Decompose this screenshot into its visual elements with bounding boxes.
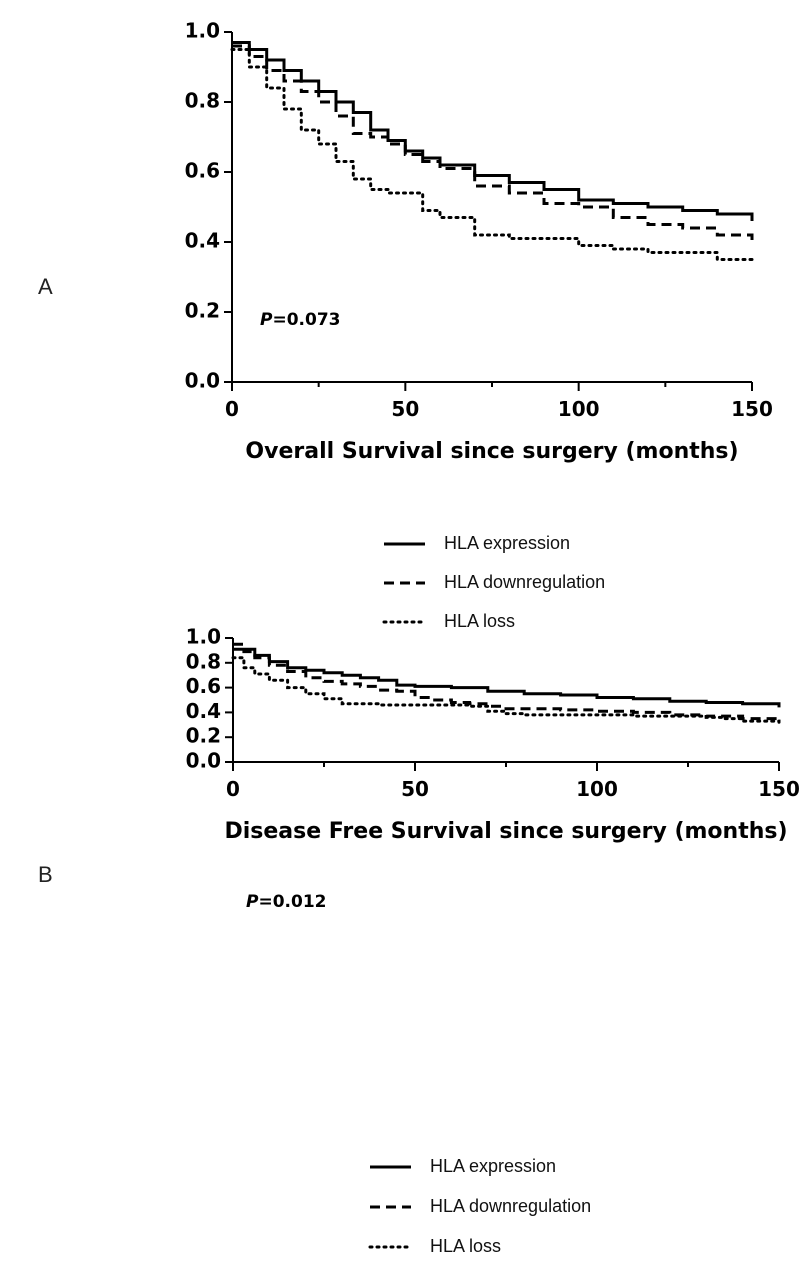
legend: HLA expression HLA downregulation HLA loss [382, 533, 605, 631]
x-tick-label: 150 [731, 397, 773, 421]
x-axis-title: Disease Free Survival since surgery (mon… [224, 819, 787, 844]
legend-label: HLA expression [430, 1156, 556, 1176]
chart-panel-a: A 0.0 0.2 0.4 0.6 0.8 1.0 0 50 100 150 Overall Surv… [38, 19, 773, 631]
y-tick-label: 0.8 [186, 649, 221, 673]
p-value-annotation: P=0.073 [260, 310, 341, 330]
y-tick-label: 0.6 [186, 674, 221, 698]
x-tick-label: 150 [758, 777, 800, 801]
p-value-number: =0.073 [272, 310, 340, 330]
series-line-hla-loss [230, 48, 754, 261]
legend: HLA expression HLA downregulation HLA loss [368, 1156, 591, 1256]
legend-label: HLA expression [444, 533, 570, 553]
y-tick-label: 0.0 [185, 369, 220, 393]
x-tick-label: 50 [401, 777, 429, 801]
x-tick-label: 50 [391, 397, 419, 421]
x-tick-label: 100 [576, 777, 618, 801]
x-tick-label: 0 [225, 397, 239, 421]
panel-label: B [38, 862, 53, 887]
y-tick-label: 0.8 [185, 89, 220, 113]
x-tick-label: 100 [558, 397, 600, 421]
panel-label: A [38, 274, 53, 299]
p-value-symbol: P [260, 310, 273, 330]
series-line-hla-expression [232, 41, 754, 221]
y-tick-label: 0.4 [186, 699, 221, 723]
p-value-number: =0.012 [258, 892, 326, 912]
p-value-symbol: P [246, 892, 259, 912]
legend-label: HLA downregulation [444, 572, 605, 592]
legend-label: HLA downregulation [430, 1196, 591, 1216]
x-tick-label: 0 [226, 777, 240, 801]
y-tick-label: 0.2 [186, 724, 221, 748]
y-tick-label: 0.4 [185, 229, 220, 253]
y-tick-label: 1.0 [185, 19, 220, 43]
series-line-hla-expression [233, 647, 781, 708]
series-line-hla-downregulation [232, 44, 754, 242]
y-tick-label: 0.6 [185, 159, 220, 183]
y-tick-label: 0.0 [186, 749, 221, 773]
y-tick-label: 0.2 [185, 299, 220, 323]
legend-label: HLA loss [430, 1236, 501, 1256]
series-line-hla-downregulation [233, 642, 779, 721]
legend-label: HLA loss [444, 611, 515, 631]
p-value-annotation: P=0.012 [246, 892, 327, 912]
series-line-hla-loss [231, 656, 781, 724]
chart-panel-b: B 0.00.20.40.60.81.0 0 50 100 150 Disease Free… [38, 625, 800, 1256]
y-tick-label: 1.0 [186, 625, 221, 649]
x-axis-title: Overall Survival since surgery (months) [245, 439, 738, 464]
